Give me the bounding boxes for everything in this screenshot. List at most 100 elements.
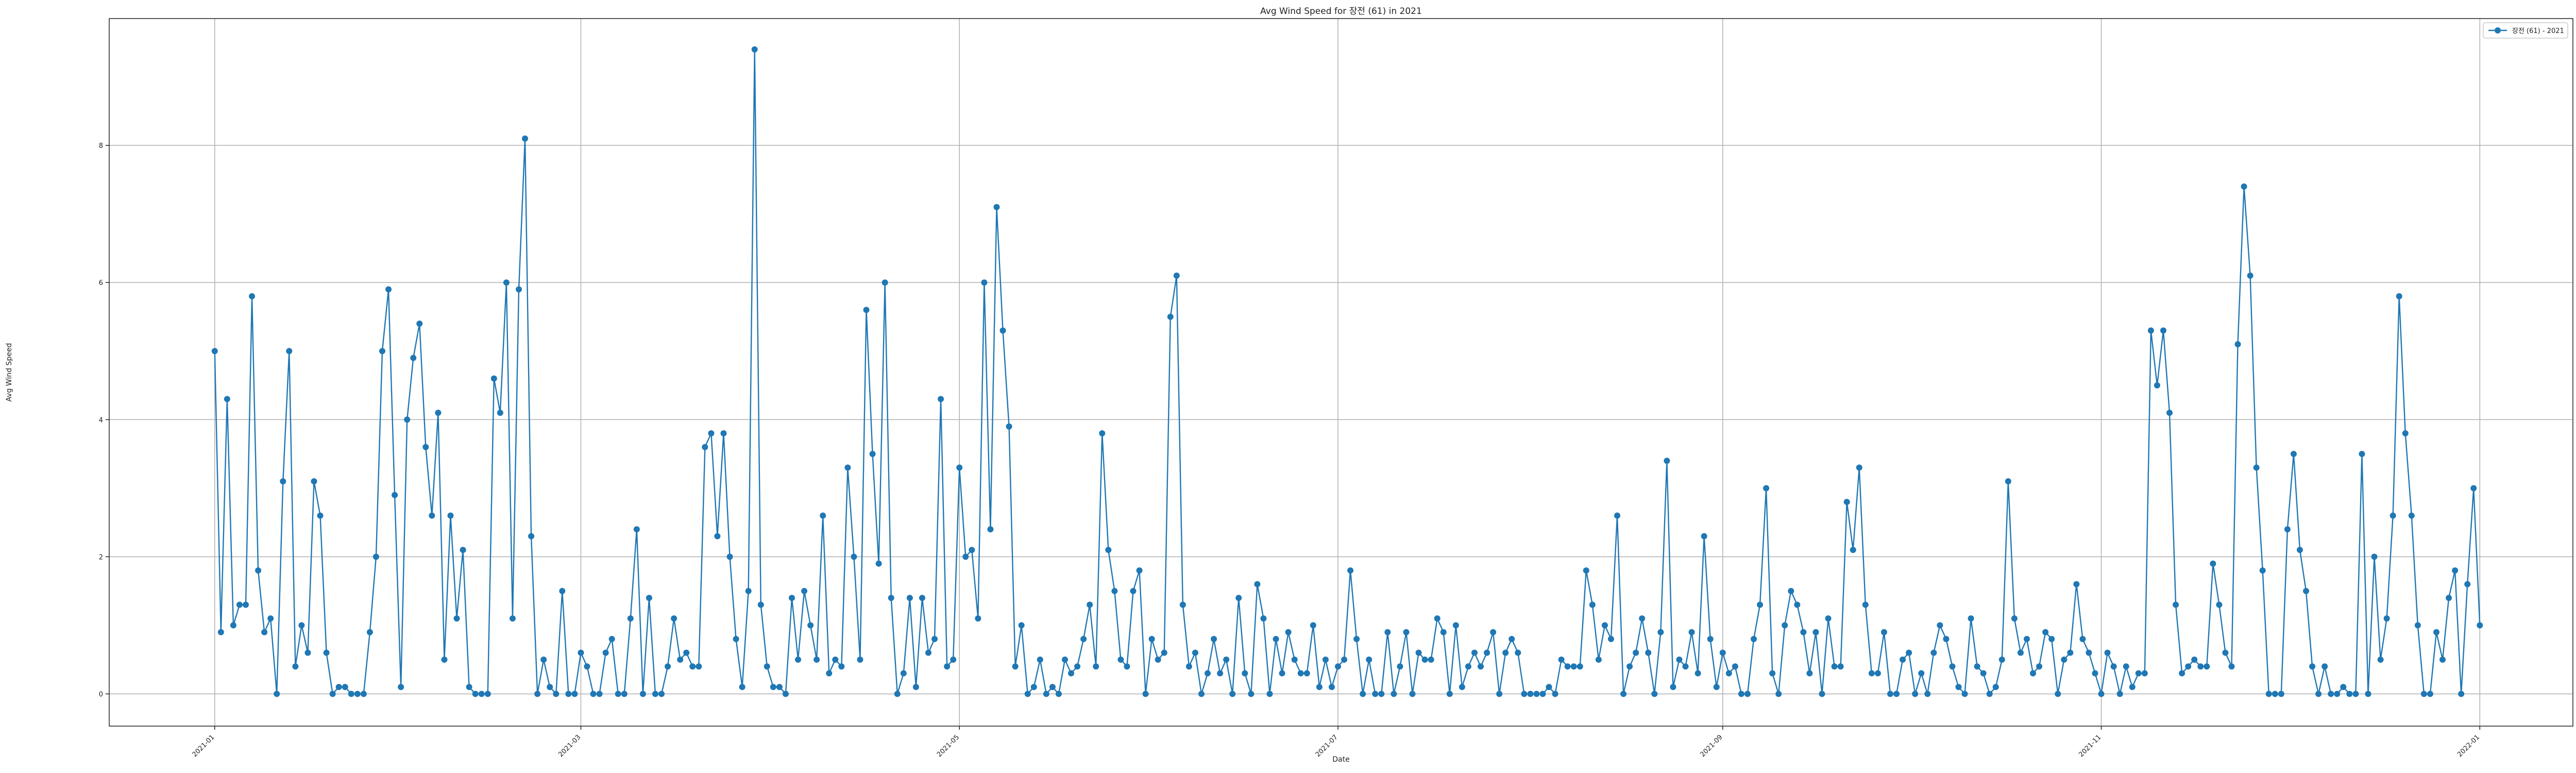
data-point <box>844 464 851 471</box>
data-point <box>2247 272 2253 279</box>
data-point <box>217 629 224 635</box>
data-point <box>882 279 888 286</box>
data-point <box>770 684 776 691</box>
data-point <box>1242 670 1248 677</box>
data-point <box>1570 663 1577 670</box>
data-point <box>851 553 857 560</box>
data-point <box>720 430 727 436</box>
data-point <box>311 478 317 485</box>
data-point <box>832 656 839 663</box>
data-point <box>1074 663 1081 670</box>
data-point <box>1825 615 1832 622</box>
data-point <box>398 684 404 691</box>
data-point <box>261 629 268 635</box>
data-point <box>1130 587 1137 594</box>
data-point <box>230 622 236 629</box>
data-point <box>2433 629 2439 635</box>
data-point <box>2160 327 2167 334</box>
data-point <box>875 560 882 567</box>
data-point <box>689 663 696 670</box>
data-point <box>1639 615 1646 622</box>
data-point <box>2328 691 2334 697</box>
data-point <box>2383 615 2390 622</box>
data-point <box>2154 382 2160 389</box>
data-point <box>1806 670 1813 677</box>
data-point <box>1068 670 1075 677</box>
data-point <box>1117 656 1124 663</box>
data-point <box>1577 663 1583 670</box>
data-point <box>969 547 975 553</box>
data-point <box>801 587 808 594</box>
data-point <box>1155 656 1161 663</box>
data-point <box>559 587 566 594</box>
data-point <box>1229 691 1236 697</box>
data-point <box>2290 450 2297 457</box>
data-point <box>1626 663 1633 670</box>
data-point <box>1043 691 1049 697</box>
data-point <box>2086 649 2092 656</box>
data-point <box>1111 587 1118 594</box>
data-point <box>460 547 466 553</box>
data-point <box>1676 656 1683 663</box>
data-point <box>2241 183 2247 190</box>
data-point <box>211 348 218 355</box>
data-point <box>2402 430 2409 436</box>
data-point <box>441 656 448 663</box>
data-point <box>2346 691 2353 697</box>
data-point <box>633 526 640 533</box>
data-point <box>497 410 503 416</box>
data-point <box>708 430 715 436</box>
data-point <box>435 410 442 416</box>
data-point <box>478 691 485 697</box>
data-point <box>652 691 658 697</box>
data-point <box>1980 670 1987 677</box>
data-point <box>602 649 609 656</box>
data-point <box>2005 478 2011 485</box>
data-point <box>447 512 454 519</box>
data-point <box>2334 691 2341 697</box>
data-point <box>993 204 1000 210</box>
chart-title: Avg Wind Speed for 장전 (61) in 2021 <box>1260 6 1422 16</box>
data-point <box>2147 327 2154 334</box>
data-point <box>1782 622 1788 629</box>
data-point <box>490 375 497 382</box>
data-point <box>2036 663 2043 670</box>
data-point <box>354 691 361 697</box>
y-tick-label: 4 <box>99 416 103 424</box>
data-point <box>1310 622 1316 629</box>
data-point <box>429 512 435 519</box>
series-markers <box>211 46 2483 697</box>
data-point <box>2024 636 2030 643</box>
data-point <box>2439 656 2446 663</box>
data-point <box>1179 601 1186 608</box>
data-point <box>1235 595 1242 601</box>
data-point <box>2408 512 2415 519</box>
data-point <box>392 492 398 498</box>
data-point <box>2303 587 2310 594</box>
data-point <box>1949 663 1956 670</box>
data-point <box>286 348 293 355</box>
data-point <box>1614 512 1621 519</box>
data-point <box>2216 601 2223 608</box>
data-point <box>2365 691 2371 697</box>
data-point <box>925 649 931 656</box>
data-point <box>596 691 603 697</box>
data-point <box>1794 601 1801 608</box>
data-point <box>578 649 584 656</box>
data-point <box>1061 656 1068 663</box>
y-tick-label: 0 <box>99 691 103 698</box>
data-point <box>1713 684 1720 691</box>
data-point <box>236 601 243 608</box>
data-point <box>782 691 789 697</box>
data-point <box>1601 622 1608 629</box>
data-point <box>1906 649 1912 656</box>
data-point <box>1037 656 1043 663</box>
data-point <box>677 656 684 663</box>
data-point <box>912 684 919 691</box>
data-point <box>1707 636 1714 643</box>
data-point <box>366 629 373 635</box>
data-point <box>1664 458 1670 464</box>
data-point <box>1148 636 1155 643</box>
data-point <box>2414 622 2421 629</box>
data-point <box>1049 684 1056 691</box>
